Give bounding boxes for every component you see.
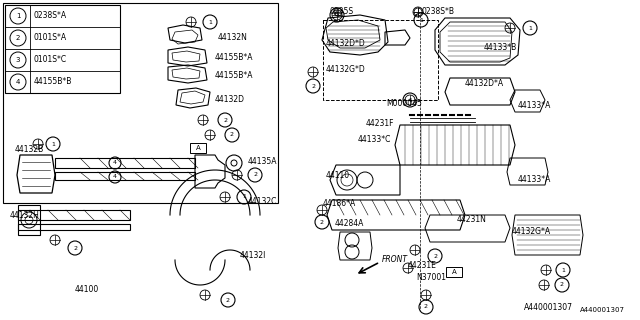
Text: A440001307: A440001307 [524,302,573,311]
Text: 44132G*A: 44132G*A [512,228,551,236]
Text: 44132D*A: 44132D*A [465,79,504,89]
Text: A: A [452,269,456,275]
Text: 44132N: 44132N [218,34,248,43]
FancyBboxPatch shape [446,267,462,277]
Text: 2: 2 [424,305,428,309]
Text: 4: 4 [113,174,117,180]
Text: 44231N: 44231N [457,214,487,223]
Text: A440001307: A440001307 [580,307,625,313]
Text: 0: 0 [335,12,339,18]
Text: 44100: 44100 [75,284,99,293]
Text: 44186*A: 44186*A [323,199,356,209]
Text: 2: 2 [223,117,227,123]
Text: 0101S*C: 0101S*C [34,55,67,65]
Text: 2: 2 [320,220,324,225]
Text: 1: 1 [16,13,20,19]
Text: 44132B: 44132B [15,146,44,155]
Text: 4: 4 [113,161,117,165]
Text: 44133*A: 44133*A [518,101,552,110]
Text: 44155B*A: 44155B*A [215,53,253,62]
Text: 2: 2 [253,172,257,178]
Text: 0238S*A: 0238S*A [34,12,67,20]
Text: 44133*A: 44133*A [518,174,552,183]
Text: FRONT: FRONT [382,255,408,265]
Text: 44110: 44110 [326,171,350,180]
Text: 44135A: 44135A [248,157,278,166]
Text: 2: 2 [16,35,20,41]
Text: 44155B*A: 44155B*A [215,71,253,81]
Text: 4: 4 [16,79,20,85]
Bar [5,5,120,93]
Text: A: A [196,145,200,151]
FancyBboxPatch shape [190,143,206,153]
Text: 2: 2 [226,298,230,302]
Text: 0101S*A: 0101S*A [34,34,67,43]
Text: 2: 2 [73,245,77,251]
Text: 2: 2 [311,84,315,89]
Text: 0235S: 0235S [330,7,354,17]
Text: 44132C: 44132C [248,197,277,206]
Text: 1: 1 [242,195,246,199]
Text: 1: 1 [561,268,565,273]
Text: 44284A: 44284A [335,220,364,228]
Text: 44132H: 44132H [10,211,40,220]
Text: 1: 1 [208,20,212,25]
Text: 1: 1 [51,141,55,147]
Text: 44132I: 44132I [240,251,266,260]
Text: 44133*B: 44133*B [484,44,517,52]
Text: 2: 2 [560,283,564,287]
Text: 44155B*B: 44155B*B [34,77,72,86]
Text: 44231E: 44231E [408,261,437,270]
Text: 44132G*D: 44132G*D [326,66,365,75]
Text: N37001: N37001 [416,273,446,282]
Text: 3: 3 [16,57,20,63]
Text: 44231F: 44231F [366,118,394,127]
Text: 2: 2 [433,253,437,259]
Text: 44132D*D: 44132D*D [326,39,365,49]
Bar [323,20,438,100]
Text: 1: 1 [408,98,412,102]
Text: 0238S*B: 0238S*B [422,7,455,17]
Bar [3,3,278,203]
Text: 1: 1 [419,18,423,22]
Text: 2: 2 [230,132,234,138]
Text: 1: 1 [528,26,532,30]
Text: 44133*C: 44133*C [358,135,392,145]
Text: 44132D: 44132D [215,95,245,105]
Text: M000045: M000045 [386,99,422,108]
